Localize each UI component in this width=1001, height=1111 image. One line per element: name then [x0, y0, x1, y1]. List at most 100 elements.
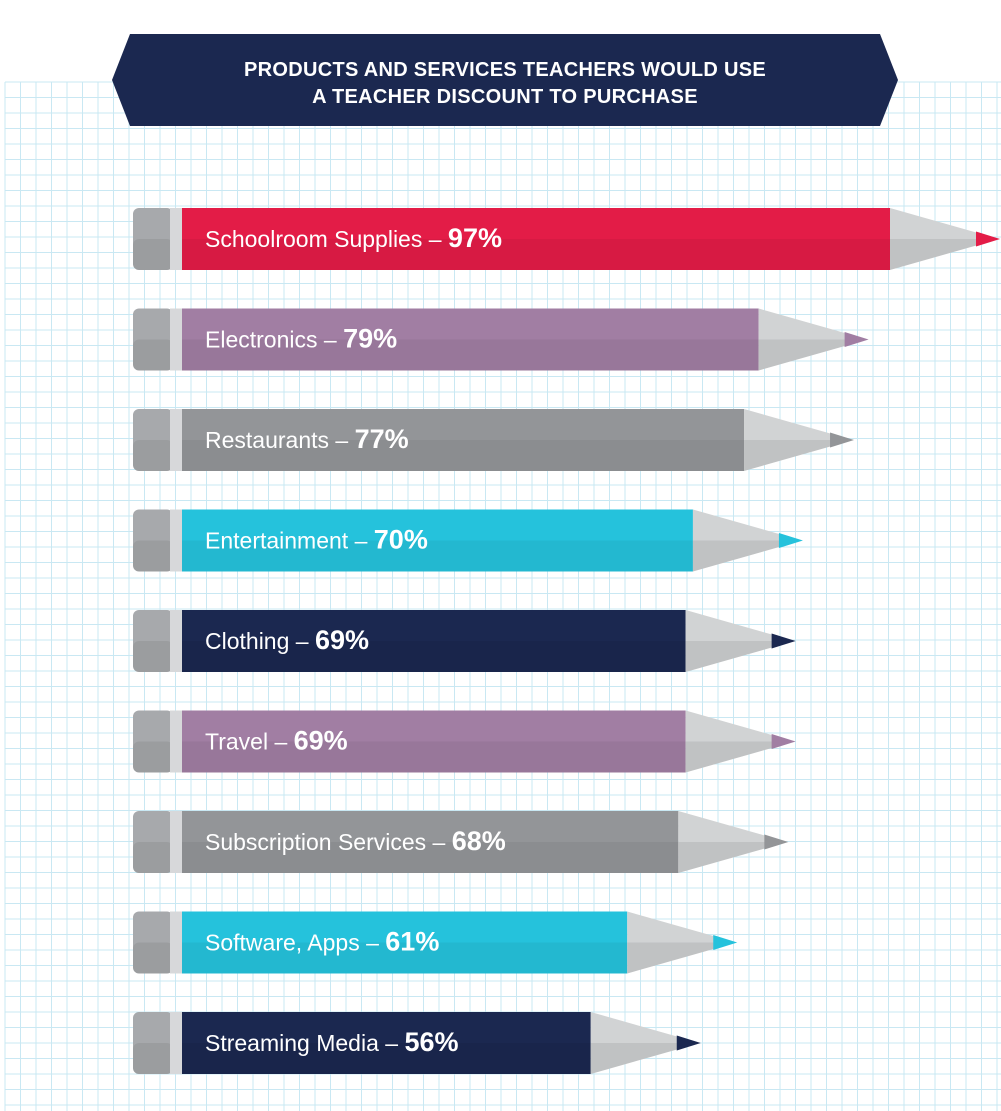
pencil-wood-shade: [685, 641, 774, 672]
label-separator: –: [426, 829, 452, 855]
pencil-eraser: [133, 610, 173, 672]
bar-shade: [182, 741, 686, 773]
pencil-wood-shade: [744, 440, 833, 471]
category-label: Electronics: [205, 327, 317, 353]
pencil-bar: Subscription Services – 68%: [133, 811, 789, 873]
pencil-eraser: [133, 710, 173, 773]
bar: [182, 208, 890, 270]
bar: [182, 1012, 591, 1074]
bar-shade: [182, 942, 628, 974]
pencil-bar: Streaming Media – 56%: [133, 1012, 701, 1074]
pencil-wood-shade: [685, 741, 774, 773]
pencil-eraser-shade: [133, 741, 173, 773]
bar-label: Schoolroom Supplies – 97%: [205, 223, 502, 253]
pencil-ferrule: [170, 208, 182, 270]
bar-label: Travel – 69%: [205, 726, 348, 756]
pencil-eraser: [133, 1012, 173, 1074]
pencil-bar: Restaurants – 77%: [133, 409, 855, 471]
title-banner-shape: [112, 34, 898, 126]
pencil-lead: [830, 432, 855, 448]
label-separator: –: [289, 628, 315, 654]
pencil-bar: Clothing – 69%: [133, 610, 796, 672]
category-label: Schoolroom Supplies: [205, 226, 422, 252]
data-label: 61%: [385, 927, 439, 957]
pencil-bar: Schoolroom Supplies – 97%: [133, 208, 1000, 270]
pencil-eraser: [133, 208, 173, 270]
category-label: Restaurants: [205, 427, 329, 453]
pencil-wood-tip: [890, 208, 978, 270]
pencil-eraser-shade: [133, 842, 173, 873]
data-label: 68%: [452, 826, 506, 856]
pencil-bar: Travel – 69%: [133, 710, 796, 773]
pencil-lead: [713, 935, 738, 950]
bar-shade: [182, 1043, 591, 1074]
data-label: 56%: [404, 1027, 458, 1057]
pencil-wood-tip: [678, 811, 767, 873]
chart-title-line-2: A TEACHER DISCOUNT TO PURCHASE: [312, 86, 698, 108]
pencil-wood-tip: [758, 308, 847, 371]
bar-label: Clothing – 69%: [205, 625, 369, 655]
bar-shade: [182, 842, 679, 873]
pencil-eraser-shade: [133, 540, 173, 572]
pencil-eraser-shade: [133, 440, 173, 471]
pencil-wood-shade: [758, 339, 847, 371]
bar-label: Electronics – 79%: [205, 324, 397, 354]
pencil-lead: [676, 1035, 701, 1051]
bar: [182, 811, 679, 873]
category-label: Entertainment: [205, 528, 349, 554]
pencil-wood-shade: [692, 540, 781, 572]
pencil-eraser-shade: [133, 1043, 173, 1074]
pencil-lead: [771, 633, 796, 649]
pencil-wood-tip: [692, 509, 781, 572]
pencil-bar: Electronics – 79%: [133, 308, 869, 371]
pencil-lead: [764, 834, 789, 850]
bar-shade: [182, 540, 693, 572]
bar-label: Restaurants – 77%: [205, 424, 409, 454]
pencil-wood-shade: [890, 239, 978, 270]
pencil-wood-tip: [685, 710, 774, 773]
pencil-bar: Software, Apps – 61%: [133, 911, 738, 974]
pencil-ferrule: [170, 911, 182, 974]
pencil-ferrule: [170, 1012, 182, 1074]
pencil-wood-tip: [627, 911, 716, 974]
pencil-bars: Schoolroom Supplies – 97% Electronics – 7…: [133, 208, 1000, 1074]
pencil-ferrule: [170, 811, 182, 873]
bar-label: Software, Apps – 61%: [205, 927, 439, 957]
pencil-eraser: [133, 811, 173, 873]
pencil-eraser-shade: [133, 339, 173, 371]
title-banner: PRODUCTS AND SERVICES TEACHERS WOULD USE…: [112, 34, 898, 126]
data-label: 77%: [355, 424, 409, 454]
data-label: 69%: [315, 625, 369, 655]
bar: [182, 610, 686, 672]
bar: [182, 911, 628, 974]
pencil-eraser: [133, 509, 173, 572]
pencil-wood-shade: [590, 1043, 679, 1074]
pencil-lead: [778, 533, 803, 548]
pencil-wood-shade: [678, 842, 767, 873]
bar-shade: [182, 440, 745, 471]
bar: [182, 710, 686, 773]
bar-shade: [182, 641, 686, 672]
pencil-wood-tip: [685, 610, 774, 672]
pencil-eraser-shade: [133, 942, 173, 974]
data-label: 69%: [294, 726, 348, 756]
pencil-ferrule: [170, 308, 182, 371]
label-separator: –: [329, 427, 355, 453]
pencil-lead: [771, 734, 796, 749]
bar: [182, 409, 745, 471]
pencil-ferrule: [170, 509, 182, 572]
data-label: 70%: [374, 525, 428, 555]
pencil-wood-shade: [627, 942, 716, 974]
bar-label: Streaming Media – 56%: [205, 1027, 458, 1057]
chart-title-line-1: PRODUCTS AND SERVICES TEACHERS WOULD USE: [244, 59, 766, 81]
pencil-eraser-shade: [133, 239, 173, 270]
bar-shade: [182, 339, 759, 371]
label-separator: –: [317, 327, 343, 353]
bar-shade: [182, 239, 890, 270]
label-separator: –: [268, 729, 294, 755]
pencil-wood-tip: [590, 1012, 679, 1074]
category-label: Subscription Services: [205, 829, 426, 855]
label-separator: –: [360, 930, 386, 956]
